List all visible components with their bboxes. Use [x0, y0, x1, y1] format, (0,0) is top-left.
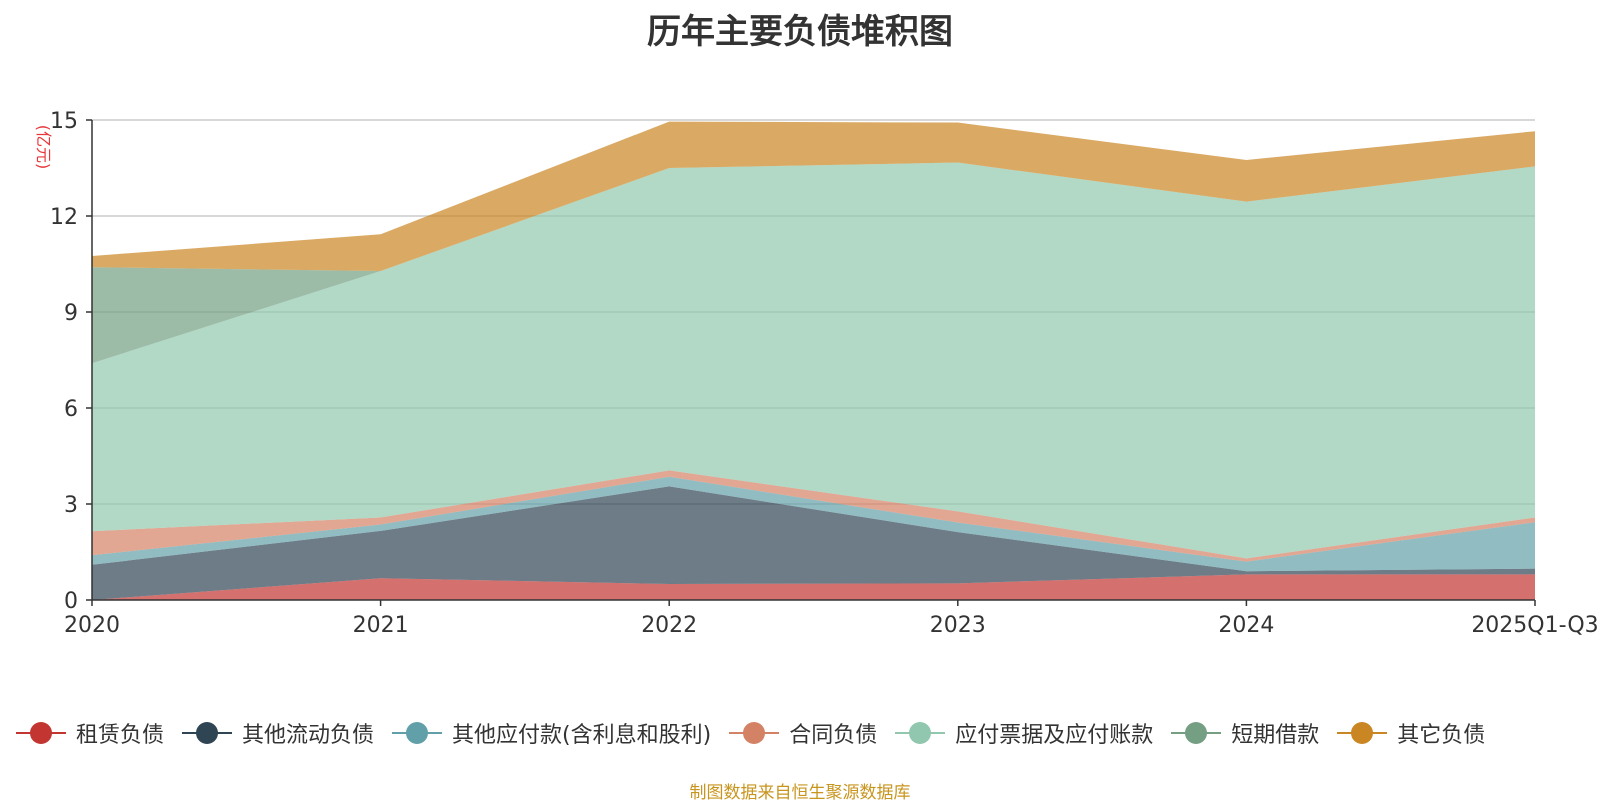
y-tick-label: 15	[50, 109, 78, 134]
y-tick-label: 9	[64, 301, 78, 326]
x-tick-label: 2024	[1218, 613, 1274, 638]
legend-marker-icon	[16, 721, 66, 745]
legend-label: 短期借款	[1231, 723, 1320, 748]
legend-marker-icon	[1337, 721, 1388, 745]
area-其他应付款(含利息和股利)	[92, 476, 1535, 572]
area-其他流动负债	[92, 486, 1535, 600]
x-tick-label: 2025Q1-Q3	[1471, 613, 1598, 638]
y-tick-label: 0	[64, 589, 78, 614]
legend-dot	[909, 722, 932, 744]
legend-dot	[1185, 722, 1208, 744]
source-note: 制图数据来自恒生聚源数据库	[689, 783, 911, 803]
area-租赁负债	[92, 574, 1535, 600]
legend-item[interactable]: 其它负债	[1337, 717, 1485, 749]
legend-label: 租赁负债	[76, 723, 165, 748]
legend-label: 应付票据及应付账款	[955, 723, 1154, 748]
chart-title: 历年主要负债堆积图	[647, 12, 953, 52]
y-axis-unit-label: (亿元)	[34, 125, 53, 170]
legend-item[interactable]: 其他流动负债	[182, 717, 374, 749]
legend-label: 其他应付款(含利息和股利)	[452, 723, 712, 748]
x-tick-label: 2020	[64, 613, 120, 638]
legend-label: 其他流动负债	[242, 723, 375, 748]
x-tick-label: 2023	[930, 613, 986, 638]
legend-label: 其它负债	[1397, 723, 1486, 748]
chart-legend: 租赁负债 其他流动负债 其他应付款(含利息和股利) 合同负债 应付票据及应付账款 短期借款…	[16, 716, 1503, 750]
legend-marker-icon	[1171, 721, 1222, 745]
legend-marker-icon	[729, 721, 780, 745]
y-tick-label: 12	[50, 205, 78, 230]
legend-dot	[406, 722, 429, 744]
x-tick-label: 2022	[641, 613, 697, 638]
area-应付票据及应付账款	[92, 162, 1535, 559]
legend-item[interactable]: 应付票据及应付账款	[895, 717, 1153, 749]
legend-marker-icon	[182, 721, 233, 745]
legend-dot	[743, 722, 766, 744]
x-tick-label: 2021	[353, 613, 409, 638]
legend-dot	[30, 722, 52, 744]
legend-dot	[196, 722, 219, 744]
legend-marker-icon	[392, 721, 443, 745]
area-series-group	[92, 121, 1535, 600]
legend-item[interactable]: 其他应付款(含利息和股利)	[392, 717, 711, 749]
y-tick-label: 3	[64, 493, 78, 518]
legend-label: 合同负债	[789, 723, 878, 748]
legend-item[interactable]: 合同负债	[729, 717, 877, 749]
area-其它负债	[92, 121, 1535, 272]
legend-item[interactable]: 租赁负债	[16, 717, 164, 749]
legend-item[interactable]: 短期借款	[1171, 717, 1319, 749]
legend-dot	[1351, 722, 1374, 744]
legend-marker-icon	[895, 721, 946, 745]
y-tick-label: 6	[64, 397, 78, 422]
